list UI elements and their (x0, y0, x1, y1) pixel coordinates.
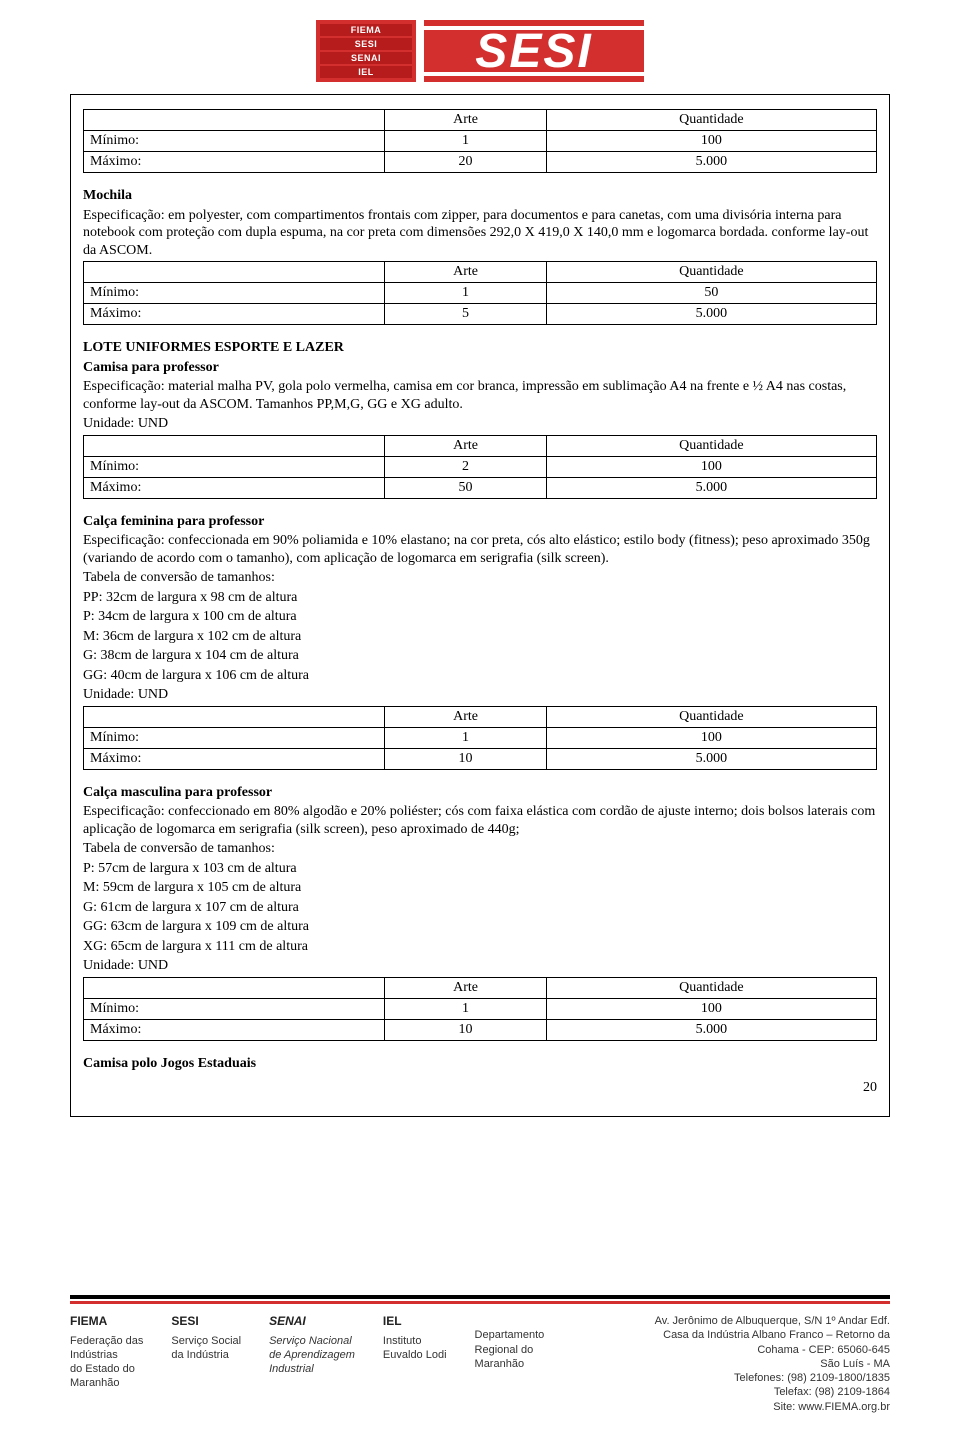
logo-text: SESI (320, 38, 412, 50)
size-line: XG: 65cm de largura x 111 cm de altura (83, 938, 877, 956)
subtitle-camisa-prof: Camisa para professor (83, 359, 877, 377)
footer-senai: SENAI Serviço Nacionalde AprendizagemInd… (269, 1314, 355, 1414)
col-arte: Arte (385, 110, 546, 131)
title-calca-masc: Calça masculina para professor (83, 784, 877, 802)
content-box: ArteQuantidade Mínimo:1100 Máximo:205.00… (70, 94, 890, 1117)
qty-table-5: ArteQuantidade Mínimo:1100 Máximo:105.00… (83, 977, 877, 1041)
footer-separator (70, 1295, 890, 1299)
spec-mochila: Especificação: em polyester, com compart… (83, 207, 877, 260)
title-calca-fem: Calça feminina para professor (83, 513, 877, 531)
size-line: P: 57cm de largura x 103 cm de altura (83, 860, 877, 878)
section-calca-fem: Calça feminina para professor Especifica… (83, 513, 877, 770)
col-qtd: Quantidade (546, 110, 876, 131)
size-line: PP: 32cm de largura x 98 cm de altura (83, 589, 877, 607)
title-mochila: Mochila (83, 187, 877, 205)
footer-iel: IEL InstitutoEuvaldo Lodi (383, 1314, 447, 1414)
size-line: M: 59cm de largura x 105 cm de altura (83, 879, 877, 897)
size-line: M: 36cm de largura x 102 cm de altura (83, 628, 877, 646)
footer-dep: DepartamentoRegional doMaranhão (475, 1314, 545, 1414)
size-line: G: 38cm de largura x 104 cm de altura (83, 647, 877, 665)
spec-camisa-prof: Especificação: material malha PV, gola p… (83, 378, 877, 413)
logo-text: IEL (320, 66, 412, 78)
qty-table-1: ArteQuantidade Mínimo:1100 Máximo:205.00… (83, 109, 877, 173)
tabconv-label: Tabela de conversão de tamanhos: (83, 840, 877, 858)
qty-table-3: ArteQuantidade Mínimo:2100 Máximo:505.00… (83, 435, 877, 499)
section-lote: LOTE UNIFORMES ESPORTE E LAZER Camisa pa… (83, 339, 877, 499)
logo-text: SENAI (320, 52, 412, 64)
section-calca-masc: Calça masculina para professor Especific… (83, 784, 877, 1041)
footer-address: Av. Jerônimo de Albuquerque, S/N 1º Anda… (655, 1314, 890, 1414)
size-line: G: 61cm de largura x 107 cm de altura (83, 899, 877, 917)
size-line: GG: 63cm de largura x 109 cm de altura (83, 918, 877, 936)
tabconv-label: Tabela de conversão de tamanhos: (83, 569, 877, 587)
spec-calca-masc: Especificação: confeccionado em 80% algo… (83, 803, 877, 838)
spec-calca-fem: Especificação: confeccionada em 90% poli… (83, 532, 877, 567)
footer: FIEMA Federação dasIndústriasdo Estado d… (0, 1314, 960, 1444)
footer-sesi: SESI Serviço Socialda Indústria (171, 1314, 241, 1414)
row-max: Máximo: (84, 152, 385, 173)
page-number: 20 (83, 1080, 877, 1096)
sesi-logo: SESI (424, 20, 644, 82)
size-line: GG: 40cm de largura x 106 cm de altura (83, 667, 877, 685)
section-mochila: Mochila Especificação: em polyester, com… (83, 187, 877, 325)
fiema-stack-logo: FIEMA SESI SENAI IEL (316, 20, 416, 82)
unit-camisa-prof: Unidade: UND (83, 415, 877, 433)
qty-table-2: ArteQuantidade Mínimo:150 Máximo:55.000 (83, 261, 877, 325)
qty-table-4: ArteQuantidade Mínimo:1100 Máximo:105.00… (83, 706, 877, 770)
size-line: P: 34cm de largura x 100 cm de altura (83, 608, 877, 626)
row-min: Mínimo: (84, 131, 385, 152)
title-lote: LOTE UNIFORMES ESPORTE E LAZER (83, 339, 877, 357)
logo-text: FIEMA (320, 24, 412, 36)
footer-fiema: FIEMA Federação dasIndústriasdo Estado d… (70, 1314, 143, 1414)
header-logos: FIEMA SESI SENAI IEL SESI (70, 20, 890, 82)
footer-separator-red (70, 1301, 890, 1304)
title-camisa-polo: Camisa polo Jogos Estaduais (83, 1055, 877, 1073)
unit-calca-fem: Unidade: UND (83, 686, 877, 704)
unit-calca-masc: Unidade: UND (83, 957, 877, 975)
section-camisa-polo: Camisa polo Jogos Estaduais (83, 1055, 877, 1073)
